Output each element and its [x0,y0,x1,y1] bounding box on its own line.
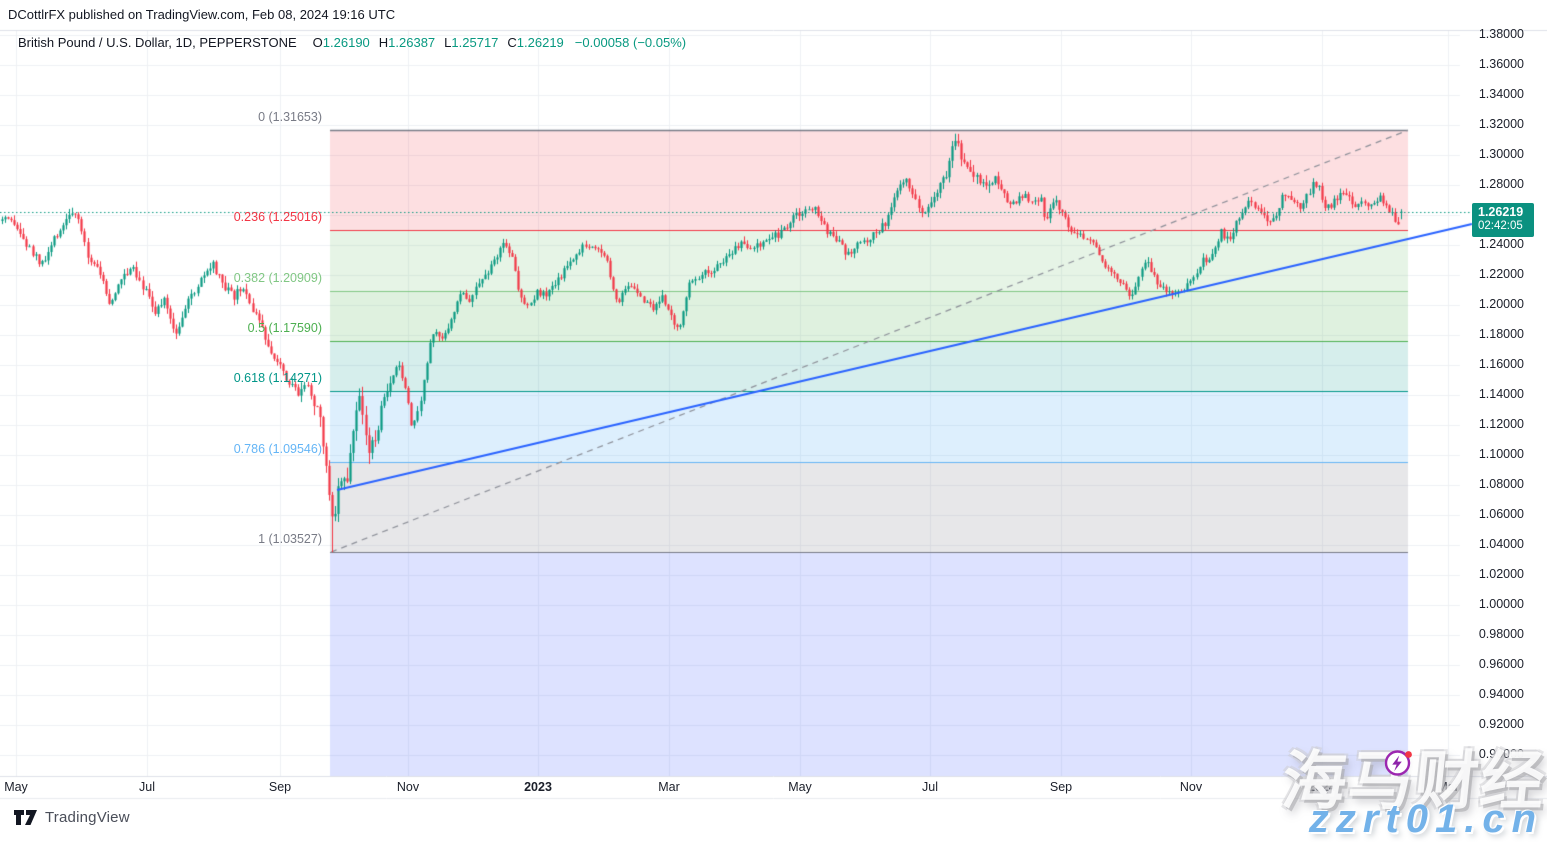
time-tick-2024: 2024 [1308,780,1336,794]
change-value: −0.00058 (−0.05%) [574,35,687,50]
current-price-badge[interactable]: 1.26219 02:42:05 [1472,203,1534,237]
tradingview-attribution[interactable]: TradingView [14,809,130,826]
price-tick-1.24000: 1.24000 [1478,237,1524,251]
tradingview-logo-text: TradingView [45,809,130,826]
price-tick-1.14000: 1.14000 [1478,387,1524,401]
price-tick-1.30000: 1.30000 [1478,147,1524,161]
fib-level-label-0.236: 0.236 (1.25016) [233,209,322,224]
time-tick-Nov: Nov [396,780,420,794]
fib-level-label-0: 0 (1.31653) [258,110,322,125]
price-tick-1.34000: 1.34000 [1478,87,1524,101]
fib-level-label-0.5: 0.5 (1.17590) [247,321,322,336]
publish-line: DCottlrFX published on TradingView.com, … [8,7,396,22]
watermark-site-url: zzrt01.cn [1308,797,1543,841]
symbol-title[interactable]: British Pound / U.S. Dollar, 1D, PEPPERS… [18,35,297,50]
time-tick-Mar: Mar [658,780,680,794]
price-tick-1.10000: 1.10000 [1478,447,1524,461]
ohlc-high: H1.26387 [378,35,436,50]
time-tick-Sep: Sep [1049,780,1073,794]
fib-level-label-0.382: 0.382 (1.20909) [233,271,322,286]
bar-countdown: 02:42:05 [1478,220,1523,232]
time-tick-May: May [788,780,812,794]
fib-level-label-0.618: 0.618 (1.14271) [233,370,322,385]
time-tick-2023: 2023 [524,780,552,794]
price-tick-1.36000: 1.36000 [1478,57,1524,71]
flash-ideas-icon[interactable] [1383,746,1415,785]
price-tick-1.20000: 1.20000 [1478,297,1524,311]
time-tick-May: May [4,780,28,794]
price-tick-1.00000: 1.00000 [1478,597,1524,611]
price-tick-1.12000: 1.12000 [1478,417,1524,431]
price-tick-1.16000: 1.16000 [1478,357,1524,371]
fib-level-label-0.786: 0.786 (1.09546) [233,441,322,456]
time-tick-Sep: Sep [268,780,292,794]
price-tick-0.98000: 0.98000 [1478,627,1524,641]
price-tick-1.28000: 1.28000 [1478,177,1524,191]
current-price-value: 1.26219 [1478,205,1524,219]
symbol-legend[interactable]: British Pound / U.S. Dollar, 1D, PEPPERS… [18,35,686,50]
price-tick-1.18000: 1.18000 [1478,327,1524,341]
price-tick-0.92000: 0.92000 [1478,717,1524,731]
price-tick-1.38000: 1.38000 [1478,27,1524,41]
price-tick-1.32000: 1.32000 [1478,117,1524,131]
time-tick-Mar: Mar [1437,780,1459,794]
tradingview-logo-icon [14,810,37,825]
ohlc-low: L1.25717 [444,35,499,50]
time-tick-Jul: Jul [139,780,155,794]
price-tick-0.96000: 0.96000 [1478,657,1524,671]
time-tick-Jul: Jul [922,780,938,794]
price-tick-1.22000: 1.22000 [1478,267,1524,281]
price-tick-0.90000: 0.90000 [1478,747,1524,761]
price-tick-1.08000: 1.08000 [1478,477,1524,491]
fib-level-label-1: 1 (1.03527) [258,532,322,547]
price-tick-1.06000: 1.06000 [1478,507,1524,521]
time-tick-Nov: Nov [1179,780,1203,794]
price-tick-1.02000: 1.02000 [1478,567,1524,581]
price-tick-0.94000: 0.94000 [1478,687,1524,701]
ohlc-close: C1.26219 [507,35,564,50]
ohlc-open: O1.26190 [312,35,370,50]
price-tick-1.04000: 1.04000 [1478,537,1524,551]
